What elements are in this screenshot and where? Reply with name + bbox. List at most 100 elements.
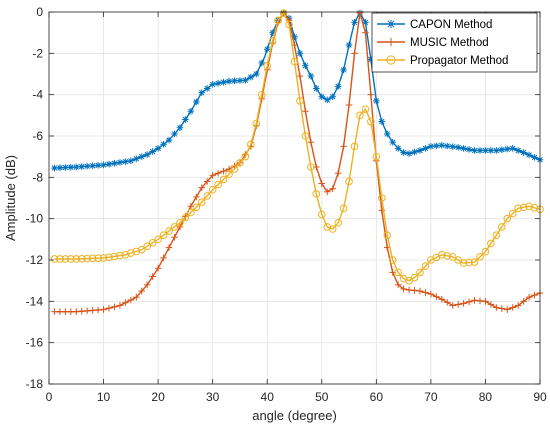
legend[interactable]: CAPON Method MUSIC Method Propagator Metho… bbox=[371, 12, 538, 73]
plus-marker bbox=[427, 290, 435, 298]
star-marker bbox=[313, 85, 320, 92]
circle-marker bbox=[203, 192, 212, 200]
star-marker bbox=[503, 145, 511, 153]
star-marker bbox=[160, 140, 167, 148]
plus-marker bbox=[203, 178, 211, 185]
legend-label: CAPON Method bbox=[410, 19, 492, 31]
plus-marker bbox=[520, 298, 527, 305]
star-marker bbox=[111, 159, 118, 167]
plus-marker bbox=[433, 293, 440, 300]
x-tick-label: 80 bbox=[479, 390, 493, 404]
plus-marker bbox=[171, 233, 178, 241]
x-tick-label: 40 bbox=[261, 390, 275, 404]
star-marker bbox=[443, 142, 451, 150]
star-marker bbox=[296, 50, 304, 57]
star-marker bbox=[187, 107, 195, 115]
circle-marker bbox=[241, 152, 250, 161]
legend-item[interactable]: MUSIC Method bbox=[377, 37, 489, 49]
circle-marker bbox=[148, 238, 157, 247]
plus-marker bbox=[345, 101, 353, 109]
legend-item[interactable]: CAPON Method bbox=[377, 19, 492, 31]
circle-marker bbox=[345, 177, 353, 186]
circle-marker bbox=[443, 252, 452, 260]
circle-marker bbox=[56, 255, 64, 263]
star-marker bbox=[509, 145, 517, 152]
star-marker bbox=[476, 147, 484, 154]
plus-marker bbox=[165, 244, 173, 251]
plus-marker bbox=[209, 171, 216, 179]
star-marker bbox=[67, 163, 75, 171]
star-marker bbox=[138, 153, 146, 160]
star-marker bbox=[389, 138, 396, 146]
star-marker bbox=[465, 146, 473, 153]
plus-marker bbox=[416, 287, 424, 295]
circle-marker bbox=[377, 194, 386, 202]
star-marker bbox=[482, 147, 489, 154]
star-marker bbox=[383, 130, 391, 138]
series-capon-method bbox=[51, 9, 544, 172]
circle-marker bbox=[307, 163, 315, 171]
plus-marker bbox=[122, 299, 129, 307]
plus-marker bbox=[454, 301, 462, 308]
circle-marker bbox=[225, 170, 233, 179]
circle-marker bbox=[252, 119, 261, 128]
star-marker bbox=[514, 147, 522, 154]
circle-marker bbox=[519, 203, 528, 212]
star-marker bbox=[449, 143, 457, 150]
circle-marker bbox=[525, 202, 533, 211]
plus-marker bbox=[476, 297, 484, 305]
plus-marker bbox=[498, 305, 506, 312]
circle-marker bbox=[508, 209, 517, 218]
plus-marker bbox=[386, 37, 396, 47]
circle-marker bbox=[530, 204, 539, 212]
circle-marker bbox=[388, 256, 397, 264]
circle-marker bbox=[367, 117, 375, 126]
x-tick-label: 30 bbox=[206, 390, 220, 404]
plus-marker bbox=[340, 143, 347, 150]
circle-marker bbox=[465, 258, 473, 267]
star-marker bbox=[400, 149, 407, 156]
star-marker bbox=[405, 150, 413, 157]
star-marker bbox=[329, 93, 336, 101]
y-tick-label: -16 bbox=[26, 336, 44, 350]
circle-marker bbox=[290, 57, 299, 66]
circle-marker bbox=[50, 255, 59, 263]
plus-marker bbox=[514, 302, 522, 309]
plus-marker bbox=[503, 306, 511, 313]
y-tick-label: -2 bbox=[32, 46, 43, 60]
circle-marker bbox=[459, 259, 468, 267]
star-marker bbox=[454, 144, 462, 151]
y-tick-label: -12 bbox=[26, 253, 44, 267]
y-tick-label: -4 bbox=[32, 88, 43, 102]
plus-marker bbox=[334, 169, 342, 177]
circle-marker bbox=[481, 247, 490, 256]
circle-marker bbox=[83, 254, 91, 263]
plus-marker bbox=[220, 167, 227, 175]
circle-marker bbox=[383, 231, 392, 239]
star-marker bbox=[334, 83, 342, 90]
circle-marker bbox=[99, 254, 108, 262]
plot-area-frame bbox=[48, 11, 541, 385]
legend-item[interactable]: Propagator Method bbox=[377, 55, 508, 67]
star-marker bbox=[198, 89, 206, 96]
circle-marker bbox=[219, 175, 228, 184]
plus-marker bbox=[525, 293, 533, 301]
circle-marker bbox=[339, 204, 348, 213]
y-tick-label: -10 bbox=[26, 212, 44, 226]
plus-marker bbox=[422, 289, 429, 296]
plus-marker bbox=[214, 169, 222, 177]
plus-marker bbox=[531, 291, 538, 299]
y-tick-label: 0 bbox=[36, 5, 43, 19]
star-marker bbox=[165, 136, 173, 144]
star-marker bbox=[127, 157, 135, 165]
plus-marker bbox=[116, 302, 124, 309]
circle-marker bbox=[127, 249, 135, 257]
star-marker bbox=[143, 151, 151, 158]
plus-marker bbox=[493, 304, 500, 311]
star-marker bbox=[214, 80, 222, 87]
plus-marker bbox=[400, 285, 407, 293]
plus-marker bbox=[465, 298, 473, 306]
star-marker bbox=[154, 145, 162, 152]
plus-marker bbox=[143, 281, 151, 289]
x-tick-label: 90 bbox=[533, 390, 547, 404]
